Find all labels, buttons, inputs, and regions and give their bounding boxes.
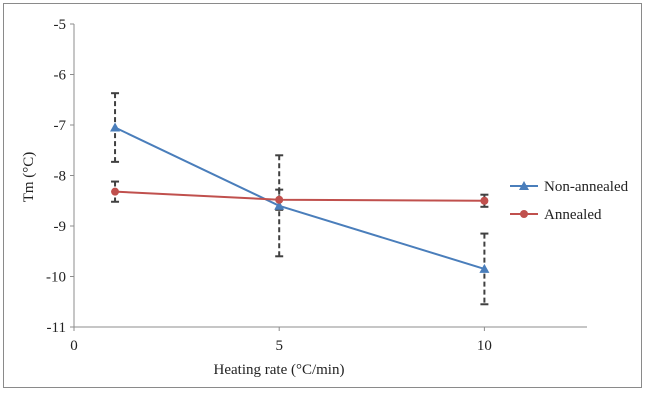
legend-label: Non-annealed xyxy=(544,179,629,195)
y-tick-label: -9 xyxy=(54,219,67,235)
series-lines xyxy=(110,122,490,273)
legend-marker xyxy=(520,210,528,218)
legend-label: Annealed xyxy=(544,207,602,223)
error-bars xyxy=(111,92,489,306)
series-line-0 xyxy=(114,126,485,270)
y-tick-label: -7 xyxy=(54,118,67,134)
data-point xyxy=(110,122,121,132)
data-point xyxy=(479,263,490,273)
x-axis-title: Heating rate (°C/min) xyxy=(214,362,345,378)
x-tick-label: 10 xyxy=(477,338,492,354)
legend-marker xyxy=(519,181,529,190)
tick-labels: -11 -10 -9 -8 -7 -6 -5 0 5 10 xyxy=(46,17,492,354)
data-point xyxy=(274,200,285,210)
y-tick-label: -5 xyxy=(54,17,67,33)
data-point xyxy=(111,187,120,196)
y-axis-title-group: Tm (°C) xyxy=(21,152,37,203)
y-tick-label: -8 xyxy=(54,169,67,185)
chart-frame xyxy=(3,3,642,388)
y-axis-title: Tm (°C) xyxy=(21,152,37,203)
axes xyxy=(70,23,587,331)
data-point xyxy=(275,195,284,204)
series-line-1 xyxy=(114,190,485,202)
legend: Non-annealed Annealed xyxy=(510,179,629,223)
data-point xyxy=(480,196,489,205)
y-tick-label: -10 xyxy=(46,270,66,286)
x-tick-label: 0 xyxy=(70,338,78,354)
x-tick-label: 5 xyxy=(275,338,283,354)
y-tick-label: -6 xyxy=(54,68,67,84)
y-tick-label: -11 xyxy=(47,320,66,336)
